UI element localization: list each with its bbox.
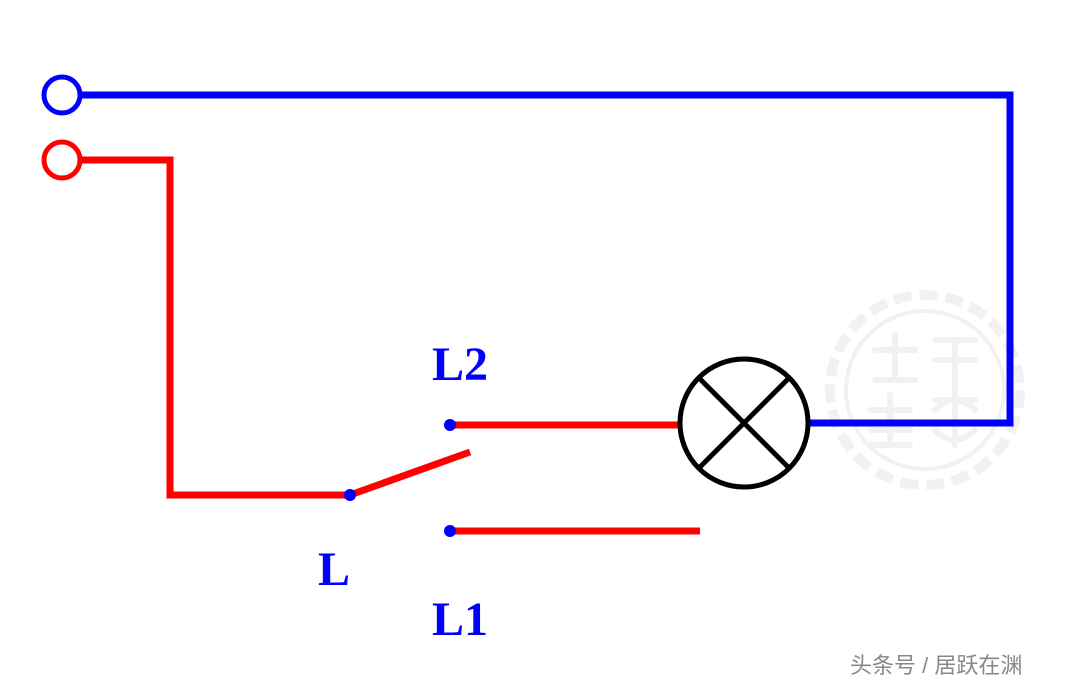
circuit-diagram bbox=[0, 0, 1074, 693]
label-l2: L2 bbox=[432, 337, 488, 392]
live-wire-source bbox=[80, 160, 350, 495]
node-l2 bbox=[444, 419, 456, 431]
node-l1 bbox=[444, 525, 456, 537]
switch-arm bbox=[350, 452, 470, 495]
neutral-wire bbox=[80, 95, 1010, 423]
label-l1: L1 bbox=[432, 592, 488, 647]
watermark-caption: 头条号 / 居跃在渊 bbox=[850, 648, 1022, 680]
label-l: L bbox=[318, 542, 350, 597]
node-l bbox=[344, 489, 356, 501]
watermark-stamp bbox=[830, 295, 1020, 485]
terminal-live bbox=[44, 142, 80, 178]
terminal-neutral bbox=[44, 77, 80, 113]
